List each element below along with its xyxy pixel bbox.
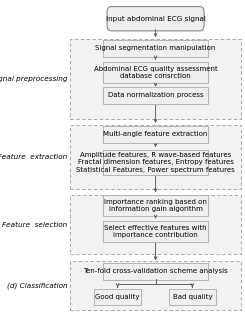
FancyBboxPatch shape [103, 263, 208, 280]
Text: Importance ranking based on
information gain algorithm: Importance ranking based on information … [104, 198, 207, 212]
FancyBboxPatch shape [70, 261, 241, 310]
Text: Bad quality: Bad quality [172, 294, 212, 300]
FancyBboxPatch shape [107, 7, 204, 31]
Text: Data normalization process: Data normalization process [108, 92, 203, 98]
Text: Select effective features with
importance contribution: Select effective features with importanc… [104, 225, 207, 238]
FancyBboxPatch shape [103, 86, 208, 104]
Text: Signal segmentation manipulation: Signal segmentation manipulation [95, 45, 216, 51]
Text: Good quality: Good quality [95, 294, 140, 300]
FancyBboxPatch shape [103, 195, 208, 216]
Text: (d) Classification: (d) Classification [7, 282, 67, 289]
Text: Input abdominal ECG signal: Input abdominal ECG signal [106, 16, 206, 22]
FancyBboxPatch shape [70, 39, 241, 119]
Text: (c) Feature  selection: (c) Feature selection [0, 221, 67, 228]
FancyBboxPatch shape [70, 195, 241, 254]
FancyBboxPatch shape [103, 221, 208, 242]
FancyBboxPatch shape [103, 40, 208, 57]
Text: (b) Feature  extraction: (b) Feature extraction [0, 154, 67, 160]
Text: Multi-angle feature extraction: Multi-angle feature extraction [103, 131, 208, 137]
FancyBboxPatch shape [70, 125, 241, 189]
FancyBboxPatch shape [94, 289, 141, 305]
FancyBboxPatch shape [169, 289, 216, 305]
Text: Amplitude features, R wave-based features
Fractal dimension features, Entropy fe: Amplitude features, R wave-based feature… [76, 152, 235, 173]
Text: Ten-fold cross-validation scheme analysis: Ten-fold cross-validation scheme analysi… [83, 268, 228, 275]
Text: (a) Signal preprocessing: (a) Signal preprocessing [0, 76, 67, 82]
FancyBboxPatch shape [103, 125, 208, 143]
FancyBboxPatch shape [103, 62, 208, 83]
FancyBboxPatch shape [103, 150, 208, 175]
Text: Abdominal ECG quality assessment
database consrction: Abdominal ECG quality assessment databas… [94, 66, 218, 79]
